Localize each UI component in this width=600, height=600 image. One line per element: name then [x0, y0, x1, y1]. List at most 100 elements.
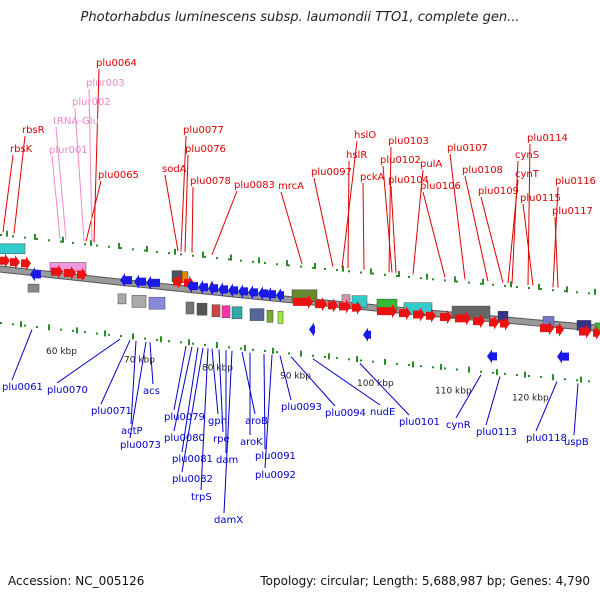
reverse-gene-label: acs: [143, 386, 160, 397]
reverse-gene-arrow: [134, 274, 146, 289]
forward-label-leader: [85, 180, 102, 242]
forward-guide-dot: [264, 262, 266, 264]
forward-label-leader: [313, 177, 334, 267]
reverse-label-leader: [181, 347, 199, 453]
forward-scale-tick: [426, 273, 428, 280]
reverse-gene-label: plu0070: [47, 385, 88, 396]
forward-gene-label: hslR: [346, 150, 367, 161]
scale-label: 110 kbp: [435, 387, 472, 397]
forward-gene-label: plu0115: [520, 193, 561, 204]
forward-label-leader: [522, 203, 534, 286]
forward-gene-label: plu0097: [311, 167, 352, 178]
reverse-gene-label: plu0094: [325, 408, 366, 419]
reverse-gene-label: actP: [121, 426, 143, 437]
reverse-gene-block: [131, 295, 147, 308]
forward-label-leader: [527, 143, 531, 286]
reverse-guide-dot: [36, 326, 38, 328]
reverse-gene-label: nudE: [370, 407, 395, 418]
reverse-gene-label: aroB: [245, 416, 268, 427]
forward-gene-arrow: [473, 314, 485, 329]
reverse-label-leader: [455, 374, 482, 419]
reverse-gene-label: uspB: [564, 437, 589, 448]
forward-guide-dot: [348, 270, 350, 273]
forward-label-leader: [480, 196, 504, 283]
forward-guide-dot: [312, 266, 314, 269]
forward-guide-dot: [384, 273, 386, 276]
reverse-guide-dot: [252, 348, 254, 351]
reverse-gene-block: [27, 283, 40, 293]
reverse-guide-dot: [12, 323, 14, 326]
forward-label-leader: [347, 160, 350, 269]
forward-scale-tick: [482, 278, 484, 285]
reverse-gene-block: [196, 302, 208, 316]
forward-gene-arrow: [339, 299, 351, 314]
reverse-scale-tick: [104, 330, 106, 337]
reverse-scale-tick: [272, 347, 274, 354]
forward-scale-tick: [118, 242, 120, 249]
reverse-label-leader: [264, 354, 273, 469]
rna-gene-label: plur002: [72, 97, 111, 108]
forward-gene-arrow: [556, 322, 564, 337]
reverse-gene-label: plu0061: [2, 382, 43, 393]
forward-guide-dot: [420, 277, 422, 280]
reverse-guide-dot: [396, 362, 398, 365]
forward-guide-dot: [432, 278, 434, 281]
scale-label: 120 kbp: [512, 394, 549, 404]
forward-gene-arrow: [21, 256, 31, 271]
reverse-guide-dot: [540, 376, 542, 379]
forward-scale-tick: [6, 230, 8, 237]
reverse-gene-arrow: [187, 279, 198, 294]
reverse-gene-arrow: [309, 322, 315, 337]
forward-guide-dot: [48, 239, 50, 242]
forward-label-leader: [388, 146, 392, 273]
forward-scale-tick: [594, 288, 596, 295]
reverse-label-leader: [241, 351, 256, 415]
reverse-gene-label: plu0092: [255, 470, 296, 481]
reverse-scale-tick: [76, 327, 78, 334]
reverse-label-leader: [218, 349, 224, 433]
reverse-scale-tick: [300, 350, 302, 357]
reverse-scale-tick: [552, 374, 554, 381]
reverse-guide-dot: [60, 328, 62, 331]
reverse-gene-label: plu0093: [281, 402, 322, 413]
reverse-guide-dot: [408, 364, 410, 366]
forward-guide-dot: [144, 249, 146, 252]
reverse-gene-arrow: [238, 284, 248, 299]
forward-guide-dot: [564, 290, 566, 293]
reverse-gene-label: dam: [216, 455, 238, 466]
rna-label-leader: [55, 126, 67, 240]
reverse-guide-dot: [264, 350, 266, 352]
reverse-label-leader: [200, 348, 209, 491]
forward-guide-dot: [408, 276, 410, 278]
reverse-label-leader: [290, 356, 336, 407]
reverse-guide-dot: [576, 379, 578, 382]
forward-gene-label: cynS: [515, 150, 539, 161]
forward-guide-dot: [72, 241, 74, 244]
reverse-label-leader: [129, 341, 147, 439]
forward-gene-label: plu0114: [527, 133, 568, 144]
forward-guide-dot: [540, 288, 542, 291]
forward-label-leader: [422, 191, 446, 278]
rna-gene-label: tRNA-Glu: [53, 116, 99, 127]
scale-label: 70 kbp: [124, 356, 155, 366]
reverse-label-leader: [279, 355, 292, 401]
reverse-gene-arrow: [30, 267, 41, 282]
reverse-gene-label: plu0101: [399, 417, 440, 428]
forward-gene-arrow: [293, 294, 313, 309]
forward-scale-tick: [202, 251, 204, 258]
forward-guide-dot: [492, 283, 494, 286]
reverse-guide-dot: [516, 374, 518, 376]
forward-guide-dot: [216, 257, 218, 260]
forward-gene-label: pulA: [420, 159, 442, 170]
reverse-guide-dot: [276, 351, 278, 354]
reverse-gene-label: rpe: [213, 434, 230, 445]
forward-gene-arrow: [0, 253, 10, 268]
forward-guide-dot: [552, 289, 554, 292]
forward-guide-dot: [132, 248, 134, 251]
forward-gene-arrow: [328, 298, 338, 313]
reverse-scale-tick: [440, 364, 442, 370]
reverse-guide-dot: [0, 322, 2, 324]
forward-guide-dot: [108, 245, 110, 248]
reverse-guide-dot: [240, 347, 242, 350]
forward-label-leader: [211, 190, 238, 255]
